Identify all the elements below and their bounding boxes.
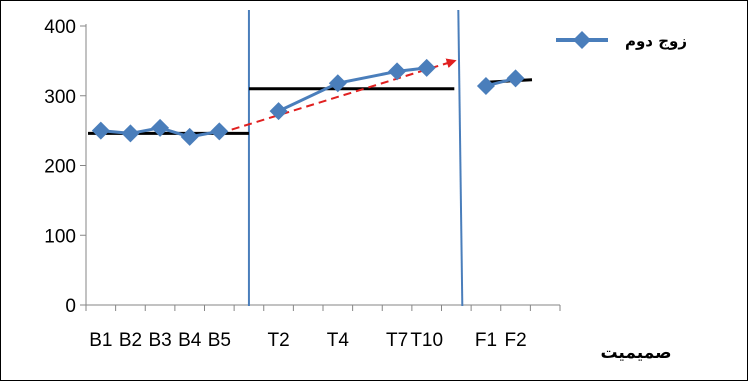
x-tick-label: B1 bbox=[89, 330, 112, 351]
data-point-diamond bbox=[91, 121, 110, 140]
trend-arrow-layer bbox=[219, 58, 457, 135]
data-point-diamond bbox=[476, 76, 495, 95]
x-tick-label: B5 bbox=[208, 330, 231, 351]
y-tick-label: 200 bbox=[44, 157, 76, 178]
series-layer bbox=[91, 58, 525, 146]
y-tick-label: 400 bbox=[44, 17, 76, 38]
data-point-diamond bbox=[151, 118, 170, 137]
x-tick-label: B4 bbox=[178, 330, 202, 351]
legend: زوج دوم bbox=[556, 31, 687, 50]
x-tick-label: T4 bbox=[327, 330, 350, 351]
y-tick-label: 100 bbox=[44, 226, 76, 247]
x-tick-label: T2 bbox=[267, 330, 289, 351]
phase-divider-line bbox=[457, 9, 464, 307]
data-point-diamond bbox=[328, 74, 347, 93]
data-point-diamond bbox=[388, 62, 407, 81]
data-point-diamond bbox=[417, 58, 436, 77]
phase-dividers bbox=[247, 9, 464, 307]
x-tick-label: B3 bbox=[148, 330, 171, 351]
x-tick-label: F2 bbox=[504, 330, 526, 351]
axes-layer bbox=[85, 24, 561, 311]
data-point-diamond bbox=[121, 124, 140, 143]
x-tick-label: F1 bbox=[475, 330, 497, 351]
y-tick-labels: 0 100 200 300 400 bbox=[44, 17, 86, 317]
x-tick-labels: B1 B2 B3 B4 B5 T2 T4 T7 T10 F1 F2 bbox=[89, 330, 526, 351]
trend-arrow bbox=[219, 58, 457, 135]
x-axis-title: صميميت bbox=[600, 343, 671, 363]
y-tick-label: 0 bbox=[65, 296, 76, 317]
legend-diamond-marker bbox=[573, 31, 591, 49]
data-point-diamond bbox=[506, 69, 525, 88]
data-point-diamond bbox=[180, 127, 199, 146]
legend-series-label: زوج دوم bbox=[625, 32, 687, 50]
x-tick-label: B2 bbox=[119, 330, 142, 351]
series-line bbox=[277, 66, 427, 113]
data-point-diamond bbox=[269, 102, 288, 121]
y-tick-label: 300 bbox=[44, 87, 76, 108]
x-tick-label: T7 bbox=[386, 330, 408, 351]
x-tick-label: T10 bbox=[410, 330, 443, 351]
data-point-diamond bbox=[210, 122, 229, 141]
